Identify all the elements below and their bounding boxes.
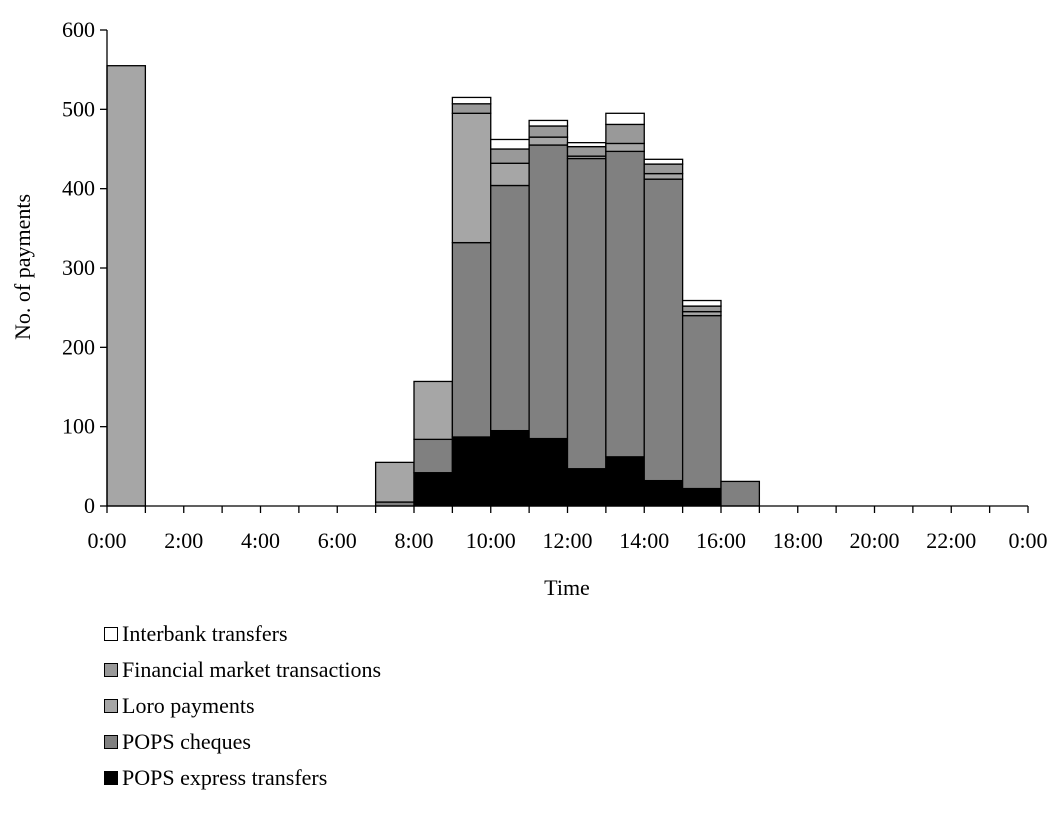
y-tick-label-3: 300 bbox=[62, 255, 95, 280]
x-axis-title: Time bbox=[544, 575, 590, 600]
bar-segment-2-8 bbox=[413, 380, 454, 441]
x-tick-label-0: 0:00 bbox=[87, 528, 126, 553]
x-tick-label-5: 10:00 bbox=[466, 528, 516, 553]
x-tick-label-9: 18:00 bbox=[773, 528, 823, 553]
bar-segment-4-15 bbox=[681, 299, 722, 307]
bar-segment-4-14 bbox=[643, 158, 684, 165]
bar-segment-0-11 bbox=[528, 437, 569, 507]
bar-segment-1-12 bbox=[566, 157, 607, 470]
legend-label-loro: Loro payments bbox=[122, 693, 255, 718]
bar-segment-2-0 bbox=[106, 65, 147, 507]
bar-segment-1-13 bbox=[605, 150, 645, 458]
legend-swatch-financial-market bbox=[104, 663, 118, 677]
bar-segment-1-8 bbox=[413, 438, 454, 474]
bar-segment-2-10 bbox=[490, 162, 530, 187]
legend-item-pops-express: POPS express transfers bbox=[104, 760, 381, 796]
x-tick-label-3: 6:00 bbox=[318, 528, 357, 553]
bar-segment-2-13 bbox=[605, 142, 645, 153]
bar-segment-3-14 bbox=[643, 163, 684, 175]
legend-swatch-pops-express bbox=[104, 771, 118, 785]
bar-segment-0-13 bbox=[605, 456, 645, 507]
x-tick-label-4: 8:00 bbox=[394, 528, 433, 553]
y-tick-label-2: 200 bbox=[62, 334, 95, 359]
bar-segment-0-9 bbox=[451, 436, 492, 507]
bar-segment-0-10 bbox=[490, 429, 530, 507]
x-tick-label-6: 12:00 bbox=[542, 528, 592, 553]
y-tick-label-1: 100 bbox=[62, 414, 95, 439]
legend-swatch-interbank bbox=[104, 627, 118, 641]
bar-segment-1-14 bbox=[643, 178, 684, 482]
y-tick-label-5: 500 bbox=[62, 96, 95, 121]
bar-segment-3-15 bbox=[681, 305, 722, 313]
payments-chart: 0 100 200 300 400 500 600 0:00 2:00 4:00 6:00 8:00 1… bbox=[10, 17, 1048, 600]
legend-label-pops-express: POPS express transfers bbox=[122, 765, 328, 790]
bar-segment-1-16 bbox=[720, 480, 761, 507]
legend-swatch-loro bbox=[104, 699, 118, 713]
bar-segment-3-11 bbox=[528, 125, 569, 138]
legend-item-loro: Loro payments bbox=[104, 688, 381, 724]
x-tick-label-1: 2:00 bbox=[164, 528, 203, 553]
legend-item-interbank: Interbank transfers bbox=[104, 616, 381, 652]
bar-segment-3-9 bbox=[451, 103, 492, 114]
legend-item-pops-cheques: POPS cheques bbox=[104, 724, 381, 760]
legend-label-financial-market: Financial market transactions bbox=[122, 657, 382, 682]
bar-segment-2-7 bbox=[374, 461, 415, 503]
bar-segment-3-12 bbox=[566, 145, 607, 157]
y-tick-label-0: 0 bbox=[84, 493, 95, 518]
x-tick-label-11: 22:00 bbox=[926, 528, 976, 553]
bar-segment-2-14 bbox=[643, 172, 684, 180]
legend: Interbank transfers Financial market tra… bbox=[104, 616, 381, 796]
bar-segment-3-10 bbox=[490, 148, 530, 164]
bar-segment-1-11 bbox=[528, 144, 569, 440]
bar-segment-0-12 bbox=[566, 468, 607, 507]
axes-layer: 0 100 200 300 400 500 600 0:00 2:00 4:00 6:00 8:00 1… bbox=[62, 17, 1048, 553]
legend-swatch-pops-cheques bbox=[104, 735, 118, 749]
bar-segment-1-10 bbox=[490, 184, 530, 432]
bar-segment-4-11 bbox=[528, 119, 569, 127]
bar-segment-1-15 bbox=[681, 314, 722, 490]
bar-segment-2-9 bbox=[451, 112, 492, 244]
bar-segment-0-15 bbox=[681, 487, 722, 507]
bar-segment-4-9 bbox=[451, 96, 492, 105]
y-axis-title: No. of payments bbox=[10, 194, 35, 340]
x-tick-label-8: 16:00 bbox=[696, 528, 746, 553]
bar-layer bbox=[106, 65, 761, 507]
x-tick-label-2: 4:00 bbox=[241, 528, 280, 553]
y-tick-label-4: 400 bbox=[62, 176, 95, 201]
x-tick-label-12: 0:00 bbox=[1008, 528, 1047, 553]
bar-segment-4-13 bbox=[605, 112, 645, 126]
x-tick-label-7: 14:00 bbox=[619, 528, 669, 553]
legend-label-pops-cheques: POPS cheques bbox=[122, 729, 251, 754]
y-tick-label-6: 600 bbox=[62, 17, 95, 42]
legend-label-interbank: Interbank transfers bbox=[122, 621, 288, 646]
bar-segment-0-14 bbox=[643, 479, 684, 507]
x-tick-label-10: 20:00 bbox=[849, 528, 899, 553]
bar-segment-4-12 bbox=[566, 142, 607, 148]
bar-segment-4-10 bbox=[490, 138, 530, 150]
bar-segment-1-9 bbox=[451, 241, 492, 438]
bar-segment-3-13 bbox=[605, 123, 645, 145]
bar-segment-0-8 bbox=[413, 472, 454, 507]
bar-segment-2-11 bbox=[528, 136, 569, 146]
legend-item-financial-market: Financial market transactions bbox=[104, 652, 381, 688]
